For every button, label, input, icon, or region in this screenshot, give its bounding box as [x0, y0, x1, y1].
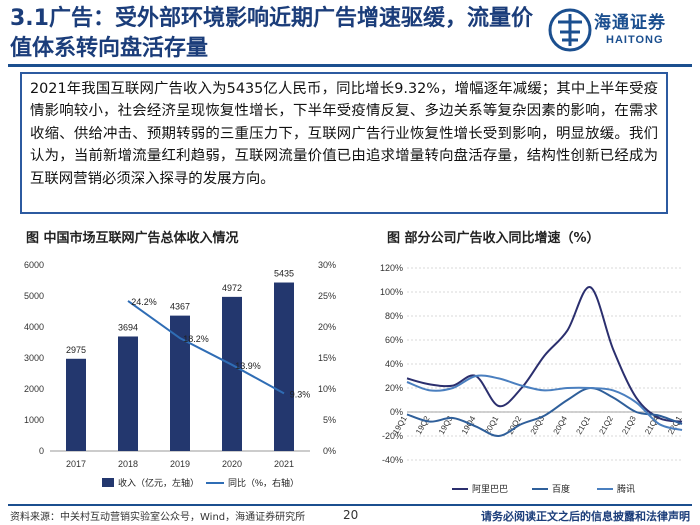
x-tick-label: 2020	[222, 459, 242, 469]
x-tick-label: 19Q1	[391, 414, 409, 436]
series-line-2	[406, 374, 683, 431]
revenue-bar-label: 5435	[274, 269, 294, 279]
yoy-data-label: 18.2%	[183, 334, 209, 344]
summary-box: 2021年我国互联网广告收入为5435亿人民币，同比增长9.32%，增幅逐年减缓…	[20, 72, 668, 214]
y-tick-label: 100%	[380, 287, 403, 297]
y-right-tick-label: 15%	[318, 353, 336, 363]
revenue-bar	[222, 296, 242, 451]
footer-source: 资料来源：中关村互动营销实验室公众号，Wind，海通证券研究所	[10, 512, 306, 523]
header-divider	[8, 64, 692, 67]
yoy-growth-line	[127, 300, 285, 395]
y-left-tick-label: 6000	[24, 260, 44, 270]
y-tick-label: 60%	[385, 335, 403, 345]
x-tick-label: 21Q2	[597, 414, 615, 436]
logo-name-en: HAITONG	[606, 34, 664, 46]
y-left-tick-label: 0	[39, 446, 44, 456]
x-tick-label: 20Q4	[552, 414, 570, 436]
revenue-bar	[66, 358, 86, 451]
x-tick-label: 2018	[118, 459, 138, 469]
revenue-bar	[274, 282, 294, 451]
x-tick-label: 21Q1	[574, 414, 592, 436]
x-tick-label: 2019	[170, 459, 190, 469]
y-right-tick-label: 20%	[318, 322, 336, 332]
y-right-tick-label: 10%	[318, 384, 336, 394]
y-right-tick-label: 5%	[323, 415, 336, 425]
company-logo: 海通证券 HAITONG	[548, 4, 694, 60]
page-number: 20	[343, 508, 359, 522]
legend-label: 腾讯	[617, 483, 635, 494]
x-tick-label: 2021	[274, 459, 294, 469]
y-tick-label: -40%	[382, 455, 403, 465]
page-title: 3.1广告：受外部环境影响近期广告增速驱缓，流量价值体系转向盘活存量	[10, 6, 533, 61]
x-tick-label: 20Q3	[529, 414, 547, 436]
revenue-bar-label: 2975	[66, 345, 86, 355]
footer-disclaimer: 请务必阅读正文之后的信息披露和法律声明	[481, 510, 690, 523]
y-right-tick-label: 25%	[318, 291, 336, 301]
company-ad-growth-chart: -40%-20%0%20%40%60%80%100%120%19Q1 19Q2 19…	[380, 263, 684, 494]
legend-line-label: 同比（%，右轴）	[228, 477, 299, 488]
legend-label: 阿里巴巴	[472, 484, 508, 494]
y-tick-label: 80%	[385, 311, 403, 321]
x-tick-label: 19Q4	[460, 414, 478, 436]
y-tick-label: 20%	[385, 383, 403, 393]
y-left-tick-label: 3000	[24, 353, 44, 363]
x-tick-label: 22Q1	[666, 414, 684, 436]
x-tick-label: 2017	[66, 459, 86, 469]
series-line-0	[406, 286, 683, 423]
y-tick-label: 0%	[390, 407, 403, 417]
y-tick-label: 40%	[385, 359, 403, 369]
y-left-tick-label: 5000	[24, 291, 44, 301]
ad-revenue-chart: 0 1000 2000 3000 4000 5000 6000 0% 5% 10% 15% 20% 25…	[24, 260, 336, 488]
y-right-tick-label: 30%	[318, 260, 336, 270]
logo-name-cn: 海通证券	[594, 13, 666, 33]
series-line-1	[406, 386, 683, 437]
revenue-bar	[118, 336, 138, 451]
y-left-tick-label: 1000	[24, 415, 44, 425]
revenue-bar-label: 4367	[170, 302, 190, 312]
revenue-bar-label: 3694	[118, 322, 138, 332]
yoy-data-label: 13.9%	[235, 361, 261, 371]
yoy-data-label: 24.2%	[131, 297, 157, 307]
chart-right-title: 图 部分公司广告收入同比增速（%）	[387, 231, 600, 246]
chart-left-title: 图 中国市场互联网广告总体收入情况	[26, 231, 239, 246]
y-left-tick-label: 4000	[24, 322, 44, 332]
legend-bar-label: 收入（亿元，左轴）	[118, 477, 199, 488]
y-tick-label: -20%	[382, 431, 403, 441]
x-tick-label: 21Q3	[620, 414, 638, 436]
x-tick-label: 20Q1	[483, 414, 501, 436]
yoy-data-label: 9.3%	[290, 389, 311, 399]
legend-bar-swatch	[102, 478, 114, 487]
y-left-tick-label: 2000	[24, 384, 44, 394]
legend-label: 百度	[552, 483, 570, 494]
footer-divider	[8, 504, 692, 506]
y-tick-label: 120%	[380, 263, 403, 273]
revenue-bar	[170, 315, 190, 451]
y-right-tick-label: 0%	[323, 446, 336, 456]
haitong-emblem-icon	[548, 8, 592, 52]
revenue-bar-label: 4972	[222, 283, 242, 293]
